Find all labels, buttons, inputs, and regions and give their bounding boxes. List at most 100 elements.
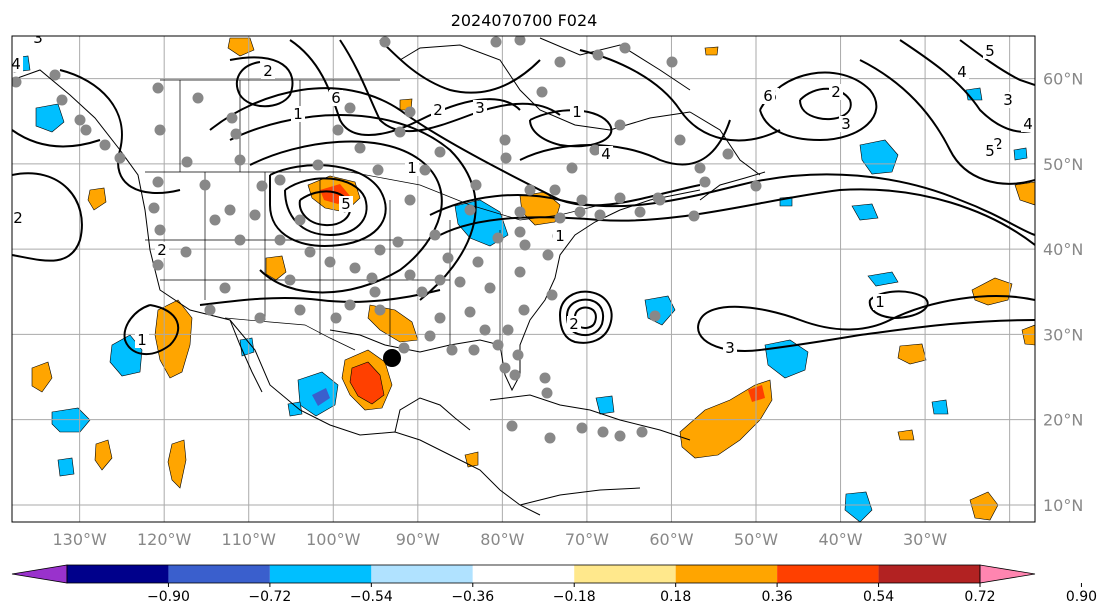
contour-label: 2 (569, 315, 579, 333)
colorbar-tick-label: 0.36 (762, 589, 793, 605)
station-marker (284, 274, 296, 286)
blue-region (851, 203, 879, 221)
station-marker (234, 154, 246, 166)
lon-tick-label: 100°W (306, 530, 361, 549)
station-marker (492, 339, 504, 351)
station-markers (12, 36, 762, 444)
contour-label-bg (567, 316, 581, 332)
station-marker (654, 194, 666, 206)
contour-line (697, 319, 1035, 352)
lon-tick-label: 130°W (52, 530, 107, 549)
station-marker (539, 372, 551, 384)
colorbar-tick-label: 0.18 (660, 589, 691, 605)
contour-label: 1 (137, 331, 147, 349)
blue-region (57, 457, 75, 477)
station-marker (636, 426, 648, 438)
station-marker (80, 124, 92, 136)
contour-label-bg (261, 63, 275, 79)
lon-tick-label: 110°W (222, 530, 277, 549)
colorbar-tick-label: −0.18 (553, 589, 596, 605)
station-marker (199, 179, 211, 191)
station-marker (374, 304, 386, 316)
lon-tick-label: 120°W (137, 530, 192, 549)
station-marker (224, 204, 236, 216)
station-marker (597, 426, 609, 438)
station-marker (294, 214, 306, 226)
colorbar-segment (574, 565, 676, 583)
station-marker (518, 304, 530, 316)
colorbar-extend-low (11, 564, 68, 584)
station-marker (592, 49, 604, 61)
colorbar (11, 564, 1036, 584)
station-marker (468, 344, 480, 356)
contour-line (699, 295, 1035, 331)
station-marker (490, 36, 502, 48)
station-marker (99, 139, 111, 151)
contour-label-bg (839, 116, 853, 132)
blue-region (312, 388, 330, 406)
station-marker (576, 422, 588, 434)
contour-label-bg (599, 146, 613, 162)
coastline (539, 37, 691, 91)
station-marker (688, 210, 700, 222)
station-marker (514, 266, 526, 278)
lat-tick-label: 30°N (1043, 325, 1083, 344)
blue-region (109, 334, 143, 377)
station-marker (464, 306, 476, 318)
lon-tick-label: 70°W (565, 530, 609, 549)
colorbar-tick-label: −0.90 (147, 589, 190, 605)
station-marker (404, 106, 416, 118)
colorbar-segment (269, 565, 372, 583)
contour-label-bg (570, 104, 584, 120)
blue-region (931, 399, 949, 415)
station-marker (514, 36, 526, 46)
station-marker (454, 276, 466, 288)
station-marker (374, 244, 386, 256)
station-marker (324, 256, 336, 268)
coastline (229, 319, 263, 393)
contour-line (899, 39, 1035, 133)
station-marker (12, 76, 22, 88)
latitude-tick-labels: 10°N 20°N 30°N 40°N 50°N 60°N (1043, 70, 1083, 515)
contour-line (59, 69, 181, 195)
contour-line (12, 172, 83, 262)
station-marker (509, 369, 521, 381)
us-mexico-border (224, 317, 356, 351)
contour-label: 5 (341, 195, 351, 213)
orange-region (265, 255, 287, 281)
blue-region (35, 103, 65, 133)
colorbar-tick-labels: −0.90 −0.72 −0.54 −0.36 −0.18 0.18 0.36 0.54 0.7… (147, 583, 1097, 605)
contour-label-bg (405, 160, 419, 176)
lon-tick-label: 30°W (903, 530, 947, 549)
station-marker (446, 344, 458, 356)
contour-line (439, 188, 1035, 246)
coastline (519, 487, 641, 506)
colorbar-tick-label: 0.72 (964, 589, 995, 605)
contour-label-bg (873, 294, 887, 310)
contour-label-bg (31, 36, 45, 46)
station-marker (56, 94, 68, 106)
contour-label-bg (155, 242, 169, 258)
station-marker (74, 114, 86, 126)
colorbar-tick-label: −0.54 (350, 589, 393, 605)
contour-line (579, 49, 781, 142)
station-marker (512, 349, 524, 361)
coastline (12, 69, 541, 516)
contour-label-bg (329, 90, 343, 106)
station-marker (344, 102, 356, 114)
colorbar-segment (777, 565, 879, 583)
station-marker (204, 304, 216, 316)
station-marker (379, 36, 391, 48)
station-marker (192, 92, 204, 104)
station-marker (464, 204, 476, 216)
station-marker (304, 246, 316, 258)
station-marker (694, 162, 706, 174)
station-marker (349, 262, 361, 274)
contour-label-bg (12, 56, 23, 72)
blue-region (859, 139, 899, 175)
contour-label: 1 (407, 159, 417, 177)
station-marker (576, 194, 588, 206)
contour-label: 6 (763, 87, 773, 105)
station-marker (344, 299, 356, 311)
contour-label: 5 (985, 142, 995, 160)
